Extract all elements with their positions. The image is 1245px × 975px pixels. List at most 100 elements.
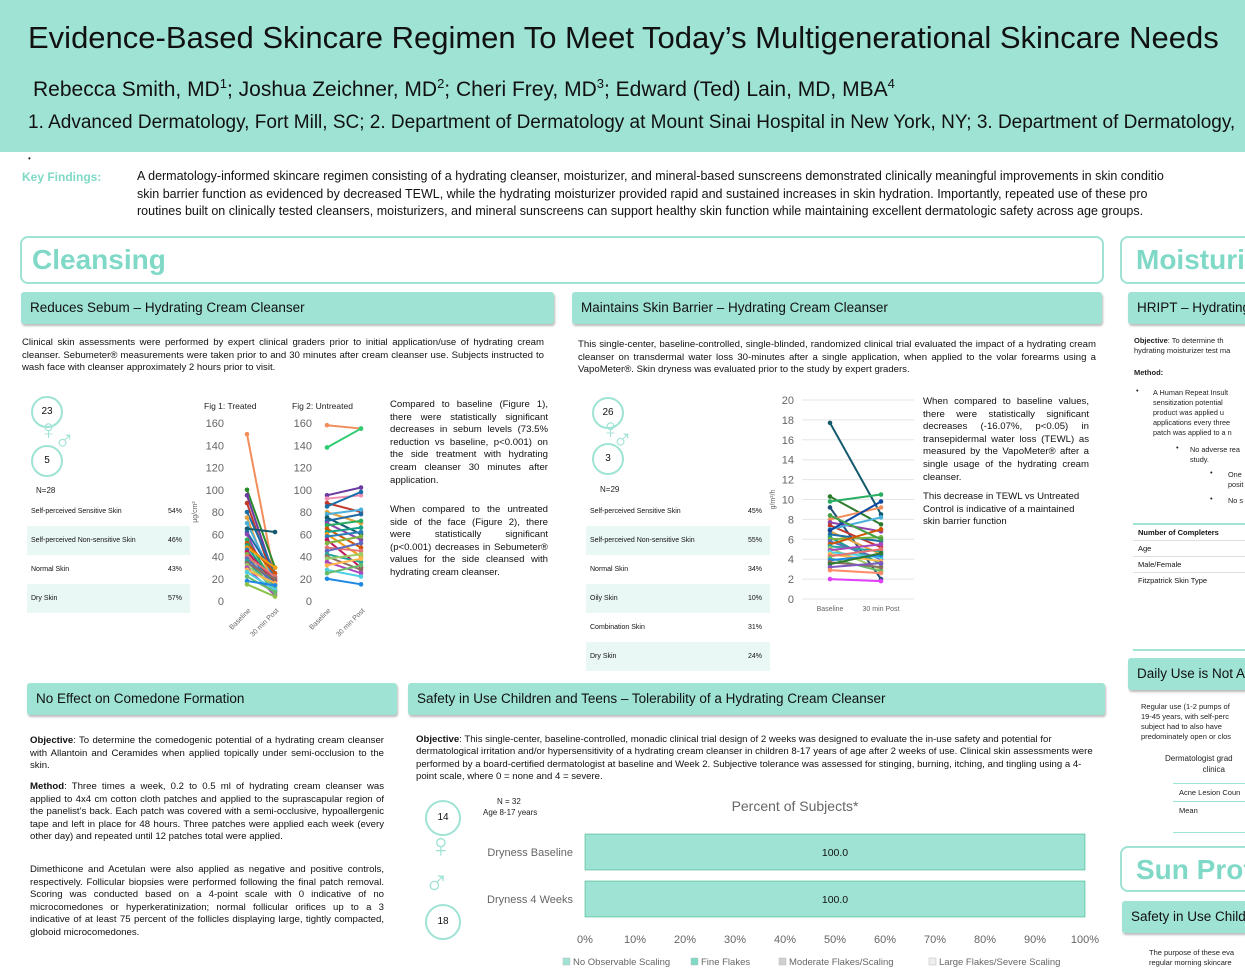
data-point — [324, 500, 330, 506]
series-line — [829, 506, 882, 521]
series-line — [829, 536, 882, 541]
data-point — [878, 522, 884, 527]
data-point — [244, 531, 250, 537]
hript-bullet-3: One posit — [1228, 470, 1243, 490]
series-line — [829, 422, 882, 515]
safety-age-range: Age 8-17 years — [483, 808, 538, 817]
data-point — [324, 515, 330, 520]
data-point — [358, 551, 364, 557]
cleansing-section-box: Cleansing — [20, 236, 1104, 284]
data-point — [244, 515, 250, 520]
data-point — [358, 570, 364, 576]
tewl-chart: 0 2 4 6 8 10 12 14 16 18 20 g/m²/h Baseline 30 min Po… — [770, 395, 914, 613]
female-symbol-icon: ♀ — [38, 414, 59, 445]
female-count-circle: 23 — [31, 396, 63, 428]
male-symbol-icon: ♂ — [54, 424, 75, 455]
data-point — [272, 589, 278, 595]
data-point — [358, 518, 364, 524]
hript-bullet-1: A Human Repeat Insult sensitization poten… — [1153, 388, 1232, 438]
data-point — [244, 500, 250, 506]
sample-size: N=29 — [600, 485, 620, 494]
acne-table: Acne Lesion Coun Mean — [1173, 783, 1245, 833]
category-label: Dryness Baseline — [487, 847, 573, 859]
x-tick-label: 30% — [724, 934, 746, 946]
y-tick-label: 6 — [788, 534, 794, 546]
data-point — [358, 493, 364, 498]
skin-type-label: Normal Skin — [590, 566, 629, 573]
data-point — [272, 583, 278, 588]
data-point — [827, 420, 833, 426]
series-line — [246, 579, 276, 587]
bullet-icon: • — [1210, 468, 1213, 477]
x-tick-label: 100% — [1071, 934, 1099, 946]
series-line — [326, 539, 362, 569]
skin-type-row: Normal Skin 34% — [586, 555, 770, 584]
data-label: 100.0 — [822, 894, 848, 906]
data-point — [324, 563, 330, 568]
sun-title: Sun Prot — [1136, 854, 1245, 885]
data-point — [324, 567, 330, 573]
skin-type-label: Dry Skin — [31, 595, 58, 602]
series-line — [246, 575, 276, 593]
skin-type-row: Dry Skin 24% — [586, 642, 770, 671]
hript-method-label: Method: — [1134, 368, 1164, 377]
series-line — [326, 427, 362, 449]
poster-authors: Rebecca Smith, MD1; Joshua Zeichner, MD2… — [33, 76, 895, 101]
female-symbol-icon: ♀ — [428, 827, 454, 865]
text-line: study. — [1190, 455, 1209, 464]
data-point — [324, 570, 330, 576]
skin-type-row: Self-perceived Sensitive Skin 45% — [586, 497, 770, 526]
hript-objective: Objective: To determine th hydrating moi… — [1134, 336, 1231, 355]
skin-type-row: Normal Skin 43% — [27, 555, 190, 584]
barrier-intro: This single-center, baseline-controlled,… — [578, 339, 1096, 376]
data-point — [878, 505, 884, 510]
y-axis-label: g/m²/h — [770, 489, 777, 509]
female-count-circle: 26 — [592, 397, 624, 429]
series-line — [829, 516, 882, 531]
y-tick-label: 0 — [788, 594, 794, 606]
data-point — [878, 492, 884, 497]
data-label: 100.0 — [822, 847, 848, 859]
table-header: Number of Completers — [1133, 525, 1245, 541]
data-point — [244, 487, 250, 493]
text-line: A Human Repeat Insult — [1153, 388, 1229, 397]
text-line: Regular use (1-2 pumps of — [1141, 702, 1230, 711]
data-point — [878, 541, 884, 547]
skin-type-value: 34% — [747, 566, 762, 573]
hript-heading: HRIPT – Hydrating — [1128, 292, 1245, 324]
poster-header: Evidence-Based Skincare Regimen To Meet … — [0, 0, 1245, 152]
skin-type-value: 46% — [167, 537, 182, 544]
series-line — [829, 569, 882, 575]
y-tick-label: 60 — [212, 529, 224, 541]
data-point — [358, 559, 364, 565]
sun-safety-heading: Safety in Use Childr — [1122, 901, 1245, 933]
y-tick-label: 16 — [782, 435, 794, 447]
legend-swatch — [778, 957, 787, 966]
series-line — [246, 583, 276, 598]
sebum-skin-type-table: Self-perceived Sensitive Skin 54% Self-per… — [27, 497, 190, 613]
poster-title: Evidence-Based Skincare Regimen To Meet … — [28, 20, 1219, 55]
data-point — [244, 493, 250, 498]
fig1-title: Fig 1: Treated — [204, 401, 257, 411]
series-line — [326, 564, 362, 575]
legend-label: Large Flakes/Severe Scaling — [939, 957, 1060, 968]
skin-type-value: 24% — [747, 653, 762, 660]
legend-label: Moderate Flakes/Scaling — [789, 957, 894, 968]
bullet-icon: • — [1136, 386, 1139, 395]
data-point — [358, 540, 364, 546]
data-point — [324, 537, 330, 543]
table-row: Fitzpatrick Skin Type — [1138, 576, 1208, 585]
data-point — [244, 509, 250, 515]
y-tick-label: 2 — [788, 574, 794, 586]
series-line — [829, 543, 882, 552]
skin-type-label: Dry Skin — [590, 653, 617, 660]
data-point — [878, 546, 884, 552]
x-tick-label: 40% — [774, 934, 796, 946]
hript-bullet-4: No s — [1228, 496, 1244, 505]
data-point — [244, 520, 250, 526]
data-point — [827, 576, 833, 582]
series-line — [326, 486, 362, 497]
data-point — [244, 582, 250, 587]
text-line: product was applied u — [1153, 408, 1224, 417]
comedone-objective: Objective: To determine the comedogenic … — [30, 735, 384, 771]
